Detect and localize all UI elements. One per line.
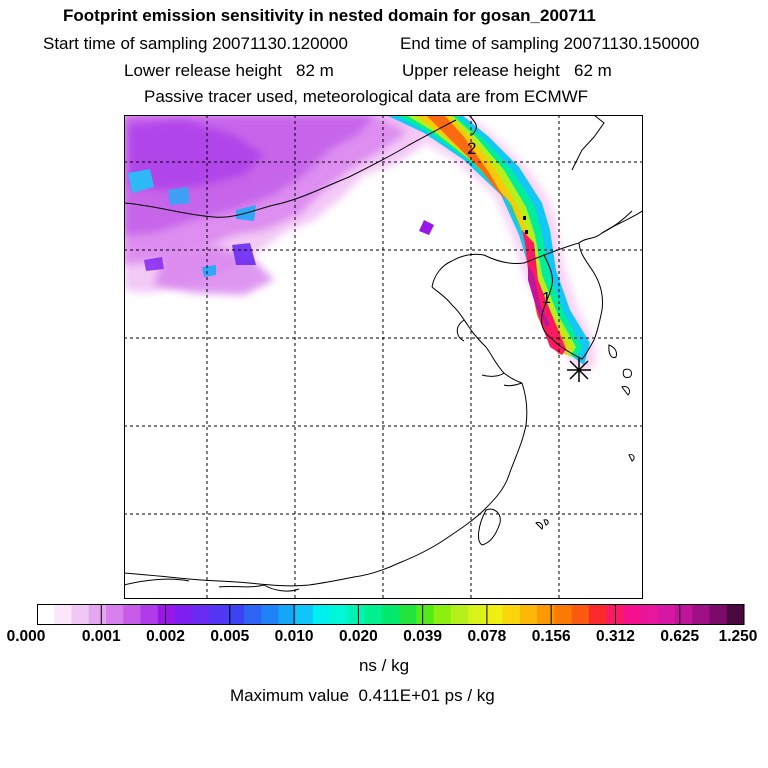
colorbar-tick-label: 0.005: [210, 628, 250, 645]
colorbar-cell: [450, 604, 469, 625]
colorbar-cell: [726, 604, 745, 625]
start-time-label: Start time of sampling 20071130.120000: [43, 34, 348, 53]
lower-release-height-label: Lower release height 82 m: [124, 61, 334, 80]
colorbar-cell: [381, 604, 400, 625]
colorbar-tick-label: 0.039: [403, 628, 443, 645]
colorbar-tick-label: 0.625: [660, 628, 700, 645]
colorbar-tick-label: 0.001: [81, 628, 121, 645]
colorbar-cell: [588, 604, 607, 625]
footprint-map: 2 1: [124, 115, 643, 599]
colorbar-tick-label: 0.078: [467, 628, 507, 645]
colorbar-cell: [519, 604, 538, 625]
colorbar-cell: [416, 604, 435, 625]
end-time-label: End time of sampling 20071130.150000: [400, 34, 700, 53]
colorbar-tick-label: 0.010: [274, 628, 314, 645]
colorbar-cell: [174, 604, 193, 625]
colorbar-cell: [278, 604, 297, 625]
colorbar-tick-label: 0.312: [596, 628, 635, 645]
plume-marker-1: 1: [542, 290, 551, 307]
plume-marker-2: 2: [467, 139, 476, 158]
colorbar-cell: [571, 604, 590, 625]
map-frame: [124, 115, 643, 599]
colorbar-cell: [657, 604, 676, 625]
colorbar-cell: [330, 604, 348, 625]
colorbar-cell: [123, 604, 142, 625]
colorbar-cell: [692, 604, 711, 625]
colorbar-cell: [88, 604, 107, 625]
colorbar-cell: [537, 604, 555, 625]
colorbar-cell: [485, 604, 504, 625]
trajectory-dot: [525, 230, 528, 234]
colorbar-cell: [399, 604, 417, 625]
colorbar-tick-label: 0.020: [338, 628, 378, 645]
colorbar-cell: [71, 604, 90, 625]
colorbar-cell: [226, 604, 245, 625]
colorbar-cell: [261, 604, 280, 625]
trajectory-dot: [523, 216, 526, 220]
colorbar-cell: [347, 604, 366, 625]
colorbar-cell: [209, 604, 228, 625]
plot-title: Footprint emission sensitivity in nested…: [63, 6, 596, 25]
colorbar-cell: [502, 604, 521, 625]
colorbar-cell: [709, 604, 728, 625]
colorbar-tick-label: 1.250: [718, 628, 758, 645]
colorbar-tick-label: 0.002: [146, 628, 185, 645]
colorbar-cell: [675, 604, 693, 625]
lat-lon-grid: [124, 115, 643, 599]
sensitivity-field-northwest: [124, 115, 434, 295]
colorbar-frame: [37, 604, 744, 625]
colorbar-tick-label: 0.000: [6, 628, 46, 645]
colorbar-cell: [623, 604, 642, 625]
colorbar: [37, 604, 745, 625]
colorbar-cell: [54, 604, 73, 625]
maximum-value-label: Maximum value 0.411E+01 ps / kg: [230, 686, 495, 705]
colorbar-units: ns / kg: [358, 656, 410, 675]
colorbar-cell: [312, 604, 331, 625]
colorbar-cell: [243, 604, 262, 625]
colorbar-cell: [468, 604, 486, 625]
colorbar-cell: [157, 604, 176, 625]
colorbar-cell: [105, 604, 124, 625]
colorbar-cell: [295, 604, 314, 625]
receptor-star-icon: [567, 358, 591, 382]
upper-release-height-label: Upper release height 62 m: [402, 61, 612, 80]
colorbar-cell: [37, 604, 55, 625]
colorbar-cell: [364, 604, 383, 625]
colorbar-cell: [192, 604, 211, 625]
colorbar-cell: [554, 604, 573, 625]
tracer-note: Passive tracer used, meteorological data…: [144, 87, 589, 106]
colorbar-cell: [640, 604, 659, 625]
colorbar-cell: [433, 604, 452, 625]
colorbar-tick-label: 0.156: [531, 628, 571, 645]
colorbar-cell: [140, 604, 159, 625]
